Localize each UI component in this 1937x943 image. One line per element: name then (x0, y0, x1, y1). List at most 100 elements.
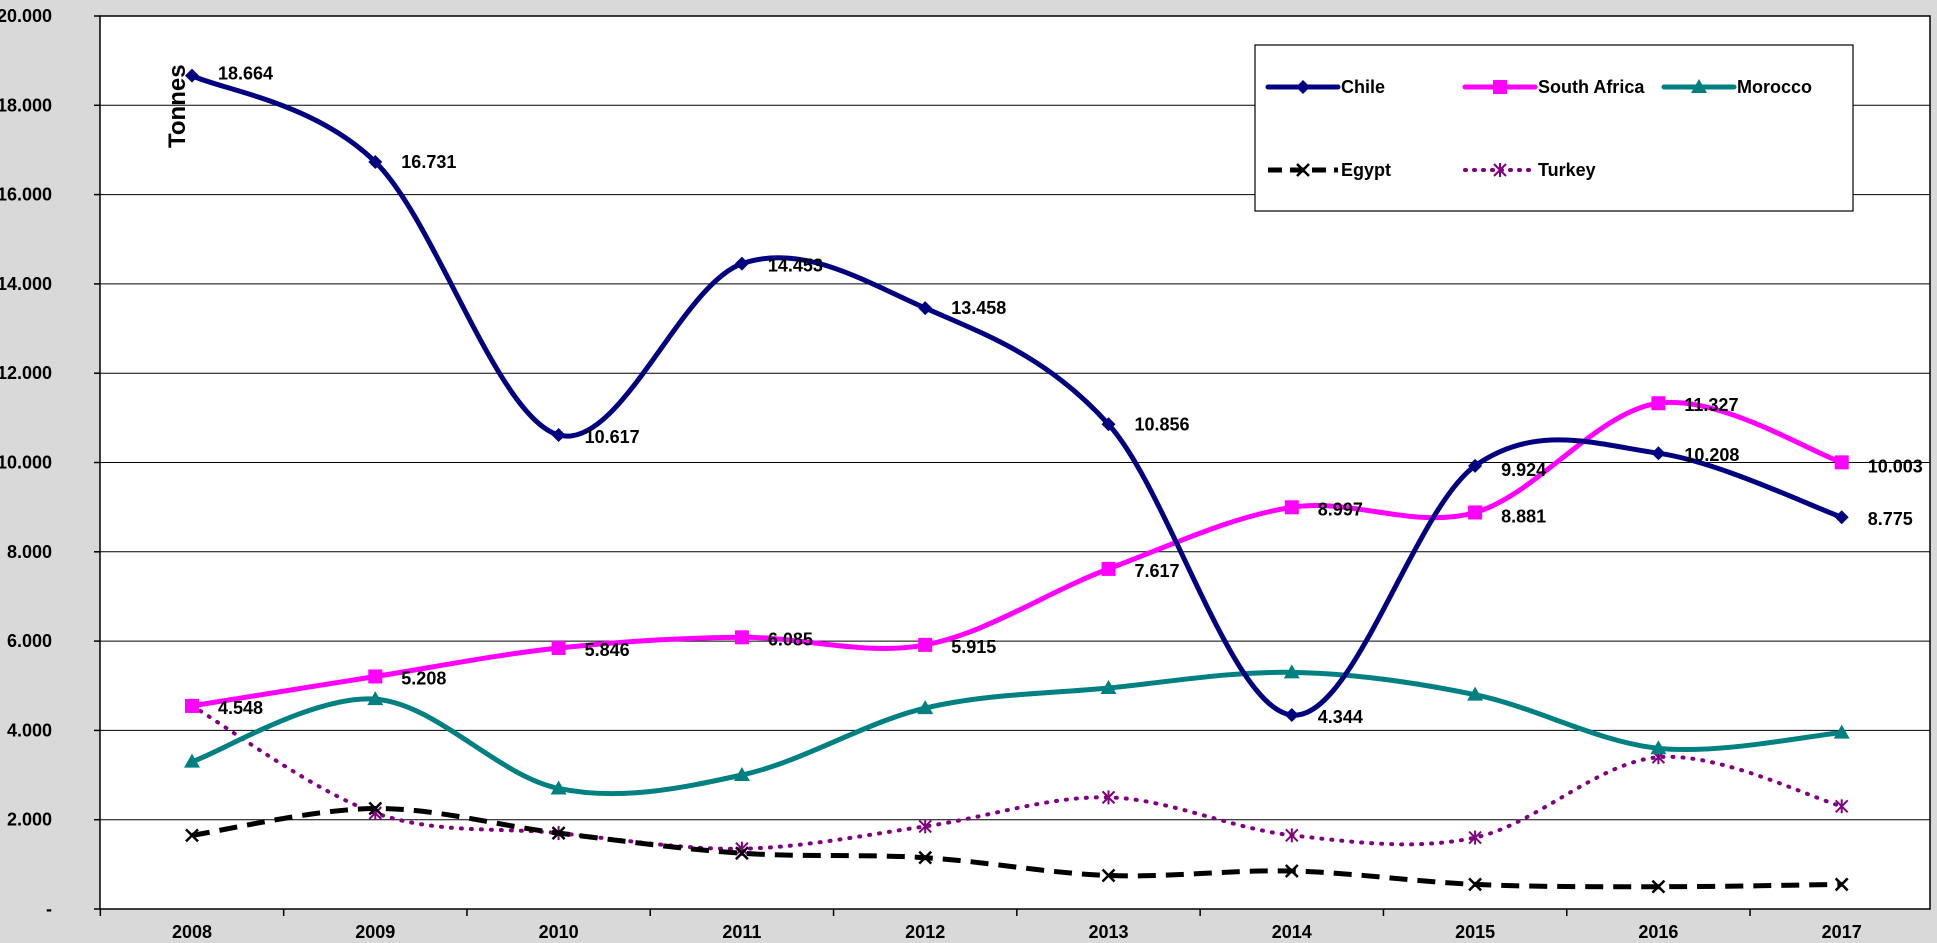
series-south-africa-label-2012: 5.915 (951, 637, 996, 657)
series-turkey-point-2017 (1834, 799, 1849, 814)
legend-south-africa-marker (1493, 80, 1507, 94)
y-tick-label-20000: 20.000 (0, 6, 52, 26)
legend-morocco-label: Morocco (1737, 77, 1812, 97)
series-chile-point-2011 (734, 256, 749, 271)
series-south-africa-point-2010 (551, 640, 566, 655)
series-morocco-point-2012 (917, 700, 934, 715)
series-south-africa-label-2014: 8.997 (1318, 499, 1363, 519)
series-turkey-point-2014 (1285, 828, 1299, 843)
series-south-africa-label-2008: 4.548 (218, 698, 263, 718)
legend-turkey-label: Turkey (1538, 160, 1596, 180)
x-tick-label-2008: 2008 (172, 922, 212, 942)
y-tick-label-14000: 14.000 (0, 274, 52, 294)
series-morocco-point-2015 (1467, 686, 1484, 701)
x-tick-label-2015: 2015 (1455, 922, 1495, 942)
series-chile-label-2014: 4.344 (1318, 707, 1363, 727)
series-egypt-point-2013 (1101, 868, 1116, 883)
series-chile-label-2017: 8.775 (1868, 509, 1913, 529)
y-tick-label-12000: 12.000 (0, 363, 52, 383)
series-egypt-point-2008 (185, 828, 199, 843)
series-south-africa-label-2016: 11.327 (1684, 395, 1738, 415)
series-south-africa-label-2009: 5.208 (401, 668, 446, 688)
legend-chile: Chile (1265, 77, 1385, 97)
x-tick-label-2017: 2017 (1822, 922, 1862, 942)
series-south-africa-point-2009 (368, 669, 383, 684)
series-chile-label-2011: 14.453 (768, 256, 823, 276)
series-chile-line (189, 73, 1845, 718)
x-tick-label-2010: 2010 (539, 922, 579, 942)
series-egypt-point-2012 (918, 850, 933, 865)
series-turkey-point-2012 (918, 819, 932, 834)
series-egypt-point-2017 (1834, 877, 1849, 892)
series-chile-point-2014 (1284, 708, 1299, 723)
x-tick-label-2012: 2012 (905, 922, 945, 942)
series-south-africa-point-2013 (1101, 561, 1116, 576)
series-egypt-point-2016 (1651, 879, 1666, 894)
legend-box (1254, 44, 1854, 212)
series-south-africa-point-2008 (185, 698, 199, 713)
y-tick-label-0: - (46, 899, 52, 919)
series-chile-label-2015: 9.924 (1501, 460, 1546, 480)
series-south-africa-point-2015 (1468, 505, 1483, 520)
x-tick-label-2009: 2009 (355, 922, 395, 942)
series-turkey-point-2013 (1101, 790, 1116, 805)
series-chile-point-2013 (1101, 417, 1116, 432)
series-group (184, 68, 1850, 894)
series-egypt-line (191, 805, 1842, 890)
series-egypt-point-2011 (735, 846, 749, 861)
legend-morocco-marker (1691, 79, 1707, 93)
series-turkey-line (190, 703, 1844, 851)
series-south-africa-point-2011 (734, 630, 749, 645)
legend-turkey: Turkey (1463, 160, 1596, 180)
series-south-africa-label-2011: 6.085 (768, 629, 813, 649)
series-egypt-point-2014 (1284, 864, 1299, 878)
series-morocco-point-2010 (550, 780, 567, 795)
series-chile-point-2008 (185, 68, 199, 83)
y-tick-label-4000: 4.000 (7, 720, 52, 740)
series-morocco-line (189, 669, 1845, 797)
x-tick-label-2016: 2016 (1638, 922, 1678, 942)
y-axis-label: Tonnes (164, 64, 191, 148)
data-labels: 4.548 5.208 5.846 6.085 5.915 7.617 8.997 8.881… (218, 64, 1923, 727)
legend-chile-label: Chile (1341, 77, 1385, 97)
series-chile-point-2009 (368, 154, 383, 169)
series-south-africa-label-2013: 7.617 (1135, 561, 1180, 581)
series-morocco-point-2009 (367, 691, 384, 706)
legend-chile-marker (1296, 80, 1310, 94)
series-chile-label-2008: 18.664 (218, 64, 273, 84)
legend-morocco: Morocco (1661, 77, 1812, 97)
y-tick-label-2000: 2.000 (7, 810, 52, 830)
legend-egypt-marker (1296, 163, 1310, 177)
x-tick-label-2011: 2011 (722, 922, 761, 942)
series-chile-label-2009: 16.731 (401, 152, 456, 172)
series-egypt-point-2010 (551, 826, 566, 840)
series-morocco-point-2013 (1100, 679, 1117, 694)
series-morocco-point-2016 (1650, 740, 1667, 755)
series-chile-point-2017 (1834, 510, 1849, 525)
series-chile-label-2013: 10.856 (1135, 414, 1190, 434)
series-egypt-point-2015 (1468, 877, 1482, 892)
x-tick-label-2013: 2013 (1088, 922, 1128, 942)
series-south-africa-label-2010: 5.846 (585, 640, 630, 660)
series-south-africa-point-2014 (1284, 500, 1299, 515)
series-chile-point-2010 (551, 427, 566, 442)
series-chile-label-2016: 10.208 (1684, 445, 1739, 465)
series-egypt-point-2009 (368, 801, 383, 816)
y-tick-label-16000: 16.000 (0, 185, 52, 205)
series-chile-point-2015 (1468, 458, 1483, 473)
legend-south-africa-label: South Africa (1538, 77, 1645, 97)
series-south-africa-point-2016 (1651, 396, 1666, 411)
x-tick-label-2014: 2014 (1272, 922, 1312, 942)
legend-turkey-marker (1493, 163, 1507, 177)
legend-egypt: Egypt (1268, 160, 1391, 180)
y-tick-label-10000: 10.000 (0, 453, 52, 473)
series-south-africa-point-2012 (918, 637, 933, 652)
series-morocco-point-2011 (733, 767, 750, 782)
series-morocco-point-2008 (184, 753, 200, 768)
legend-egypt-label: Egypt (1341, 160, 1391, 180)
series-south-africa-point-2017 (1834, 455, 1849, 470)
series-turkey-point-2015 (1468, 830, 1482, 845)
series-chile-label-2012: 13.458 (951, 298, 1006, 318)
y-tick-label-8000: 8.000 (7, 542, 52, 562)
